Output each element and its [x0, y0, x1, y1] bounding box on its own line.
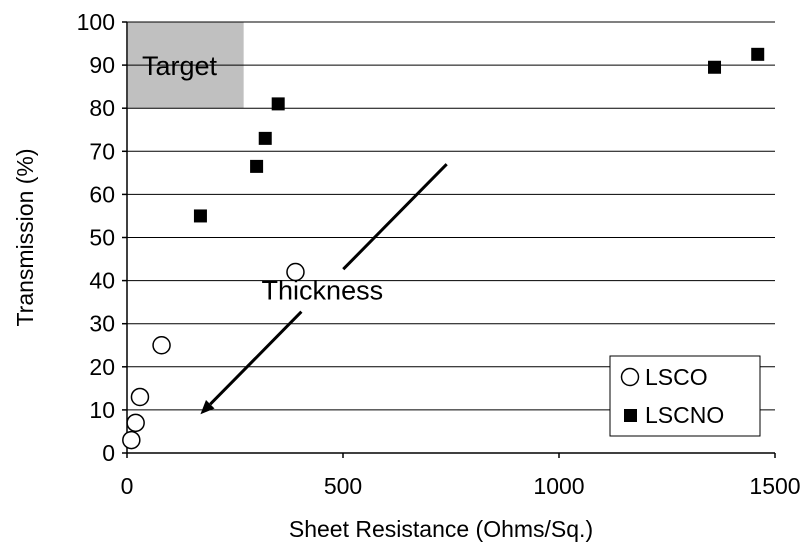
point-lsco — [122, 430, 141, 450]
legend-marker-lscno — [624, 409, 637, 422]
y-tick-label: 30 — [89, 311, 115, 337]
axes — [122, 21, 776, 458]
y-tick-label: 50 — [89, 225, 115, 251]
target-label: Target — [142, 51, 218, 81]
y-tick-label: 10 — [89, 397, 115, 423]
thickness-arrow: Thickness — [200, 163, 448, 415]
x-tick-label: 1000 — [533, 473, 584, 499]
point-lsco — [126, 413, 145, 433]
x-tick-label: 0 — [121, 473, 134, 499]
point-lscno — [258, 131, 272, 145]
legend-label-lscno: LSCNO — [645, 402, 724, 428]
arrow-lower-segment — [209, 310, 303, 406]
point-lscno — [250, 159, 264, 173]
data-points — [122, 47, 765, 450]
arrow-head — [200, 400, 215, 415]
y-tick-label: 0 — [102, 440, 115, 466]
point-lsco — [286, 262, 305, 282]
y-tick-label: 80 — [89, 95, 115, 121]
point-lsco — [152, 336, 171, 355]
y-axis-title: Transmission (%) — [12, 148, 38, 326]
point-lscno — [751, 47, 765, 61]
y-tick-label: 70 — [89, 138, 115, 164]
arrow-upper-segment — [342, 163, 448, 271]
legend-marker-lsco — [620, 367, 640, 387]
x-axis-title: Sheet Resistance (Ohms/Sq.) — [289, 516, 593, 542]
gridlines — [127, 21, 775, 411]
point-lscno — [708, 60, 722, 74]
y-tick-label: 40 — [89, 268, 115, 294]
x-tick-label: 500 — [324, 473, 362, 499]
point-lsco — [130, 387, 150, 407]
point-lscno — [193, 209, 207, 223]
legend-label-lsco: LSCO — [645, 364, 708, 390]
y-tick-label: 20 — [89, 354, 115, 380]
x-tick-label: 1500 — [749, 473, 800, 499]
y-tick-label: 60 — [89, 181, 115, 207]
y-tick-label: 90 — [89, 52, 115, 78]
legend: LSCO LSCNO — [609, 355, 761, 437]
y-tick-label: 100 — [77, 9, 115, 35]
point-lscno — [271, 97, 285, 111]
thickness-label: Thickness — [262, 275, 384, 305]
